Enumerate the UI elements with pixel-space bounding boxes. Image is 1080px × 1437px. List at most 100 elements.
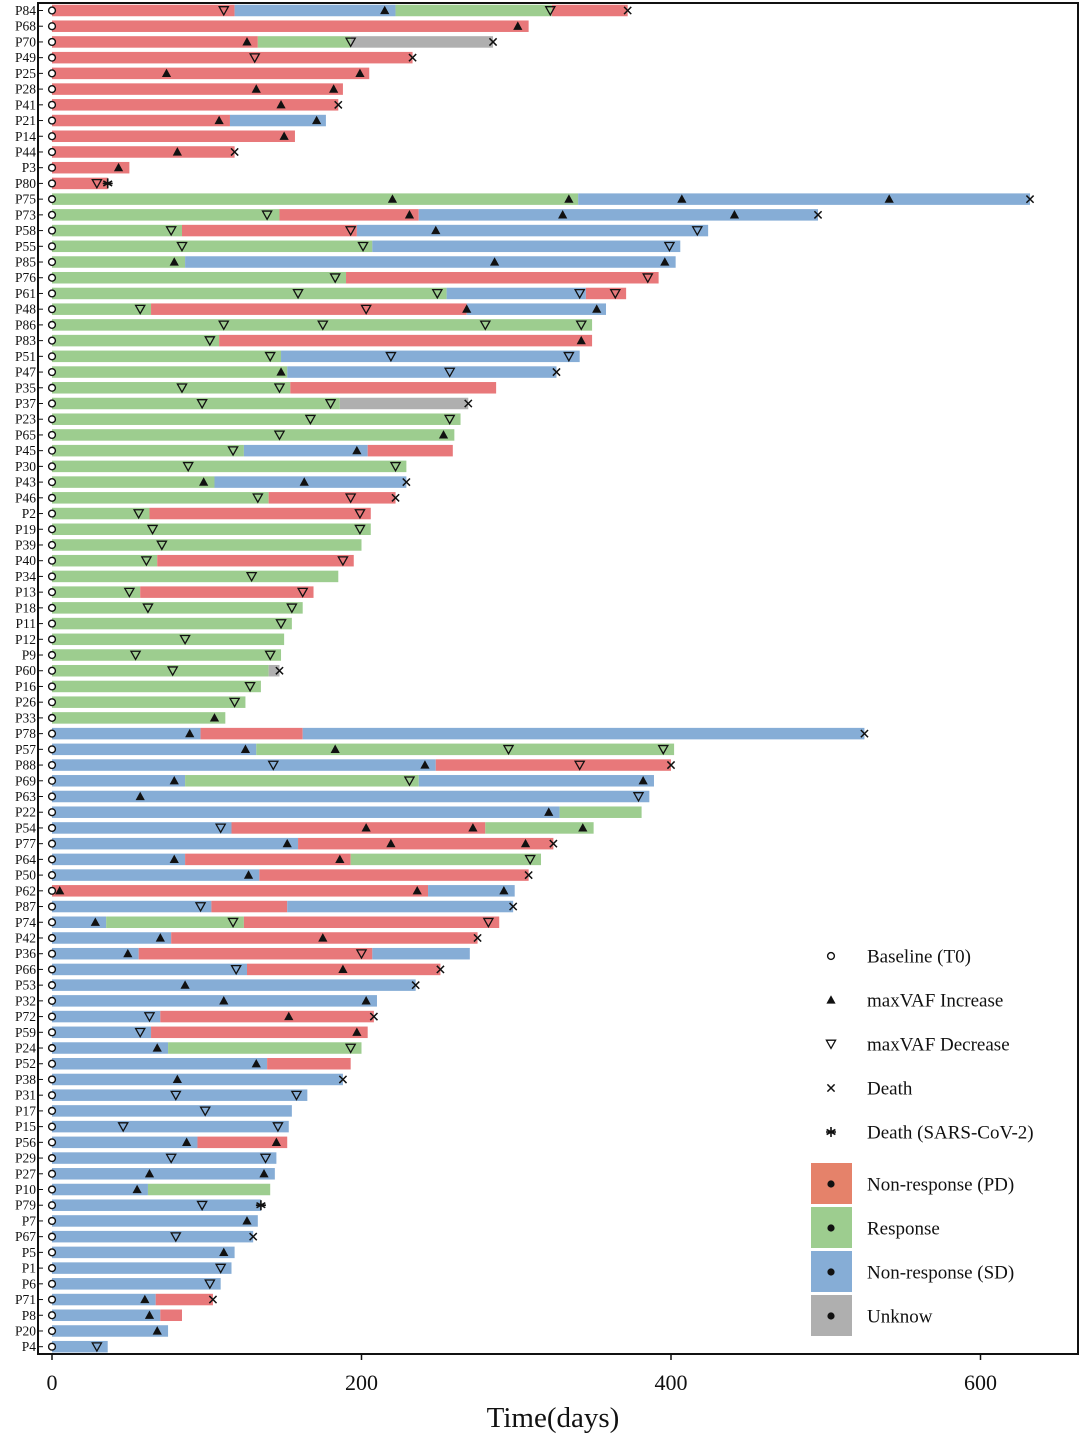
baseline-marker: [47, 540, 57, 550]
bar-segment-R: [52, 460, 407, 473]
bar-segment-SD: [52, 1215, 258, 1227]
down-marker: [252, 493, 264, 504]
down-marker: [249, 53, 261, 64]
x-tick-label: 200: [345, 1370, 378, 1395]
down-marker: [134, 304, 146, 315]
bar-segment-SD: [418, 775, 654, 787]
patient-label: P67: [15, 1229, 36, 1244]
legend-item-up: maxVAF Increase: [826, 991, 1003, 1012]
death-marker: [249, 1232, 258, 1241]
covid-marker: [102, 178, 113, 189]
bar-segment-R: [52, 334, 220, 347]
down-marker: [344, 1043, 357, 1054]
bar-segment-PD: [52, 146, 235, 158]
baseline-marker: [47, 698, 57, 707]
patient-label: P39: [15, 537, 36, 552]
death-marker: [230, 147, 239, 157]
baseline-marker: [47, 352, 57, 361]
bar-segment-R: [52, 664, 269, 677]
up-marker: [199, 477, 209, 486]
up-marker: [279, 131, 289, 140]
patient-label: P74: [15, 915, 36, 930]
down-marker: [228, 697, 241, 708]
death-marker: [623, 6, 632, 15]
death-marker: [509, 902, 518, 911]
bar-segment-PD: [279, 209, 419, 221]
patient-label: P14: [15, 129, 36, 144]
down-marker: [214, 1263, 227, 1274]
down-marker: [354, 509, 366, 520]
bar-segment-SD: [52, 1136, 198, 1149]
up-marker: [172, 1074, 182, 1084]
baseline-marker: [47, 1059, 57, 1068]
baseline-marker: [47, 760, 57, 770]
baseline-marker: [47, 462, 57, 471]
down-marker: [264, 351, 276, 363]
patient-label: P77: [15, 836, 36, 851]
patient-label: P63: [15, 789, 36, 804]
bar-segment-SD: [52, 1073, 343, 1086]
death-marker: [436, 965, 445, 974]
down-marker: [170, 1232, 182, 1243]
bar-segment-SD: [52, 822, 232, 834]
legend-label: maxVAF Increase: [867, 991, 1003, 1012]
down-marker: [182, 461, 194, 473]
baseline-marker: [47, 933, 57, 943]
up-marker: [185, 728, 195, 738]
patient-label: P12: [15, 632, 36, 647]
patient-label: P17: [15, 1103, 36, 1118]
patient-label: P57: [15, 742, 36, 757]
down-marker: [140, 556, 153, 567]
baseline-marker: [47, 399, 57, 408]
down-marker: [134, 1027, 146, 1039]
up-marker: [219, 1247, 229, 1256]
patient-label: P35: [15, 380, 36, 395]
bar-segment-PD: [52, 177, 108, 190]
bar-segment-SD: [52, 947, 139, 960]
up-marker: [513, 21, 523, 30]
up-marker: [169, 775, 179, 785]
down-marker: [317, 320, 329, 331]
up-marker: [352, 1027, 362, 1036]
down-marker: [176, 383, 188, 394]
down-marker: [573, 289, 586, 300]
legend-item-death: Death: [826, 1079, 913, 1100]
up-marker: [259, 1168, 269, 1178]
down-marker: [230, 964, 242, 976]
up-marker: [271, 1137, 281, 1146]
bar-segment-SD: [52, 1325, 169, 1337]
patient-label: P52: [15, 1056, 36, 1071]
down-marker: [218, 320, 230, 331]
up-marker: [113, 162, 124, 172]
death-marker: [488, 37, 498, 47]
patient-label: P85: [15, 255, 36, 270]
down-marker: [204, 336, 216, 347]
patient-label: P55: [15, 239, 36, 254]
bar-segment-SD: [243, 444, 368, 457]
down-marker: [156, 540, 168, 551]
bar-segment-PD: [346, 271, 659, 284]
bar-segment-PD: [151, 1026, 368, 1039]
down-marker: [524, 854, 536, 866]
patient-label: P45: [15, 443, 36, 458]
down-marker: [642, 273, 654, 284]
down-marker: [290, 1090, 303, 1101]
down-marker: [166, 666, 179, 677]
down-marker: [563, 351, 575, 363]
baseline-marker: [47, 918, 57, 927]
down-marker: [91, 1342, 103, 1353]
baseline-marker: [47, 1279, 57, 1288]
bar-segment-SD: [52, 1120, 289, 1133]
bar-segment-PD: [138, 947, 373, 960]
legend-item-SD: Non-response (SD): [811, 1251, 1014, 1292]
up-marker: [169, 257, 179, 266]
up-marker: [468, 823, 478, 832]
down-marker: [196, 1200, 208, 1211]
legend-label: Response: [867, 1219, 940, 1240]
death-marker: [275, 666, 284, 675]
patient-label: P22: [15, 805, 36, 820]
patient-label: P41: [15, 97, 36, 112]
up-marker: [412, 886, 422, 895]
down-marker: [443, 367, 456, 378]
bar-segment-SD: [52, 932, 172, 944]
